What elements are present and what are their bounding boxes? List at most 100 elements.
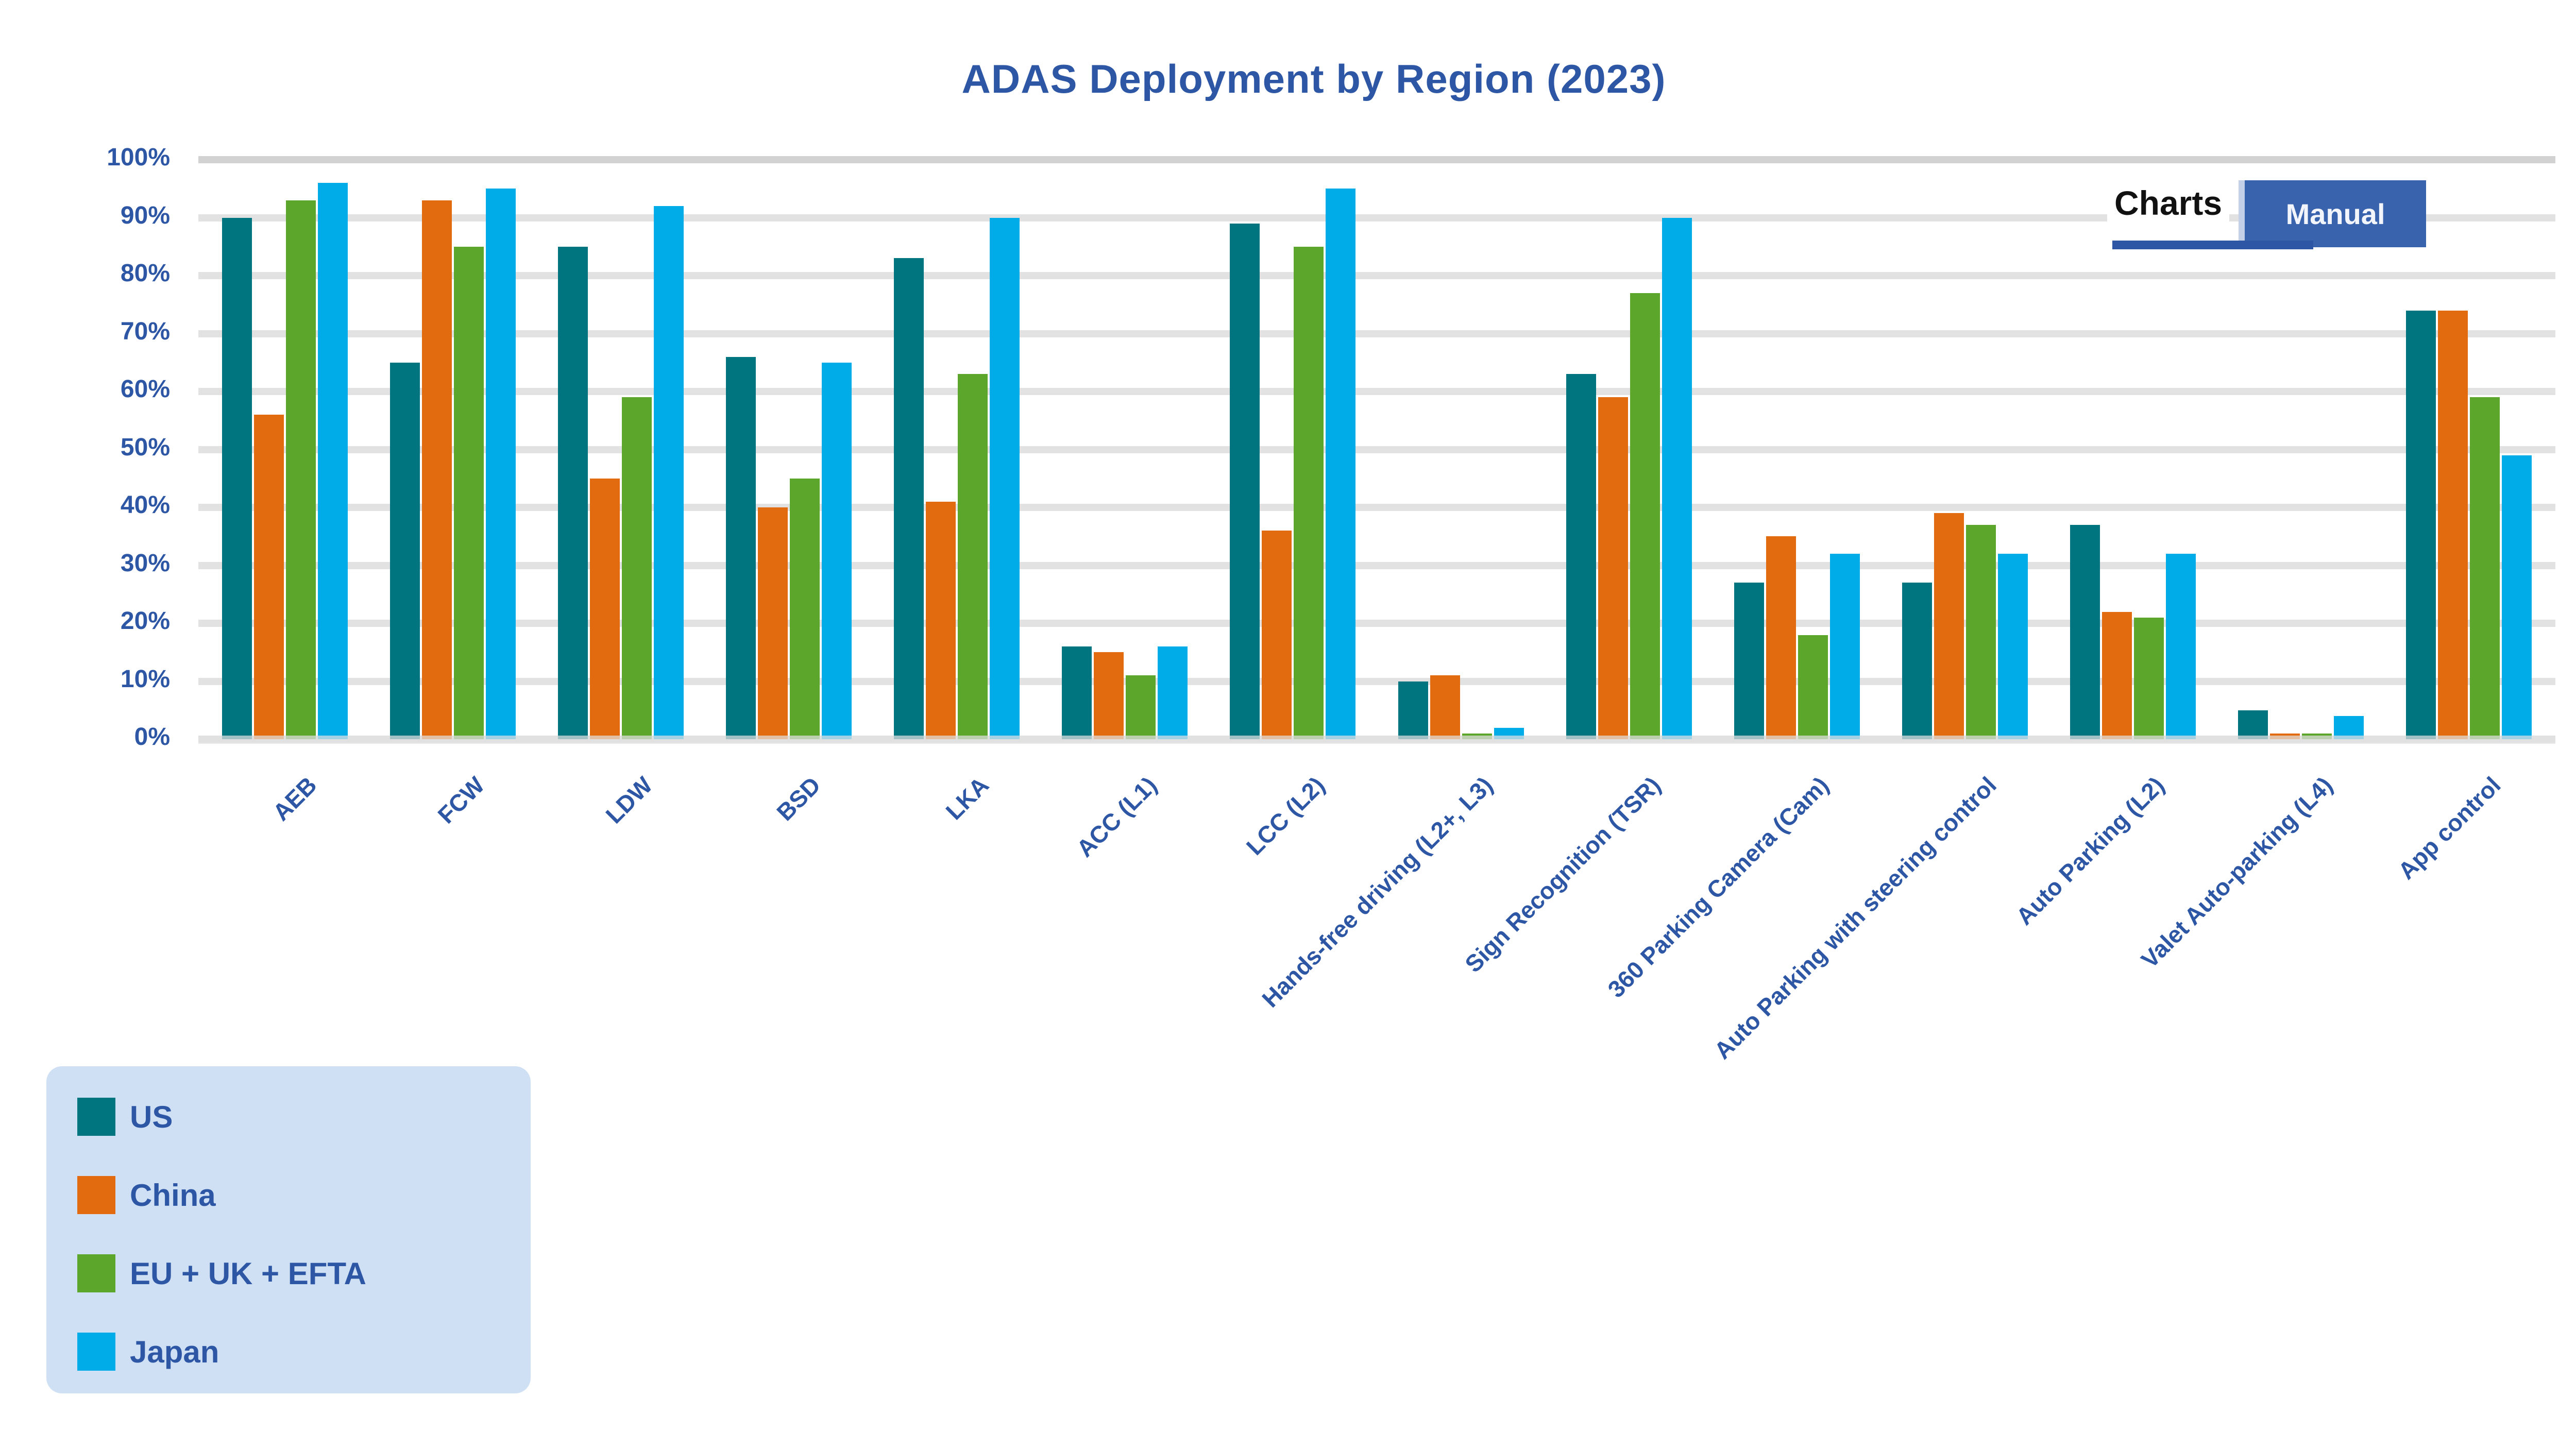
x-tick-label-13: Valet Auto-parking (L4) <box>2136 771 2338 974</box>
bar-japan-13[interactable] <box>2333 716 2364 739</box>
bar-japan-12[interactable] <box>2165 554 2196 739</box>
bar-us-3[interactable] <box>558 246 588 739</box>
bar-china-12[interactable] <box>2102 611 2132 739</box>
bar-us-12[interactable] <box>2070 524 2100 739</box>
y-tick-label-80: 80% <box>120 260 170 287</box>
bar-eu-uk-efta-5[interactable] <box>958 374 988 739</box>
bar-china-10[interactable] <box>1766 536 1796 739</box>
bar-eu-uk-efta-6[interactable] <box>1126 675 1156 739</box>
gridline-10 <box>198 677 2555 685</box>
bar-us-4[interactable] <box>726 356 756 739</box>
bar-china-6[interactable] <box>1094 652 1124 739</box>
bar-us-2[interactable] <box>390 362 420 739</box>
x-tick-label-3: LDW <box>600 771 658 829</box>
bar-us-13[interactable] <box>2238 710 2268 739</box>
x-tick-label-9: Sign Recognition (TSR) <box>1460 771 1666 978</box>
legend-swatch-icon <box>77 1176 115 1214</box>
y-tick-label-40: 40% <box>120 491 170 519</box>
y-tick-label-0: 0% <box>134 723 170 751</box>
bar-japan-10[interactable] <box>1829 554 1860 739</box>
legend-swatch-icon <box>77 1333 115 1371</box>
gridline-40 <box>198 504 2555 511</box>
legend-label: Japan <box>130 1334 219 1369</box>
x-tick-label-12: Auto Parking (L2) <box>2011 771 2170 930</box>
bar-eu-uk-efta-9[interactable] <box>1630 293 1660 739</box>
gridline-100 <box>198 156 2555 163</box>
gridline-90 <box>198 214 2555 221</box>
bar-japan-7[interactable] <box>1326 189 1356 739</box>
bar-us-6[interactable] <box>1062 646 1092 739</box>
active-tab-underline <box>2112 241 2313 249</box>
bar-china-9[interactable] <box>1598 397 1628 739</box>
bar-china-4[interactable] <box>758 507 788 739</box>
bar-us-14[interactable] <box>2405 310 2436 739</box>
bar-china-3[interactable] <box>590 478 620 739</box>
bar-eu-uk-efta-10[interactable] <box>1798 635 1828 739</box>
y-tick-label-100: 100% <box>107 144 170 171</box>
gridline-80 <box>198 272 2555 279</box>
bar-china-1[interactable] <box>254 415 284 739</box>
bar-us-5[interactable] <box>894 258 924 739</box>
bar-us-10[interactable] <box>1734 583 1764 739</box>
bar-us-8[interactable] <box>1398 681 1428 739</box>
legend-swatch-icon <box>77 1098 115 1136</box>
x-tick-label-6: ACC (L1) <box>1071 771 1162 862</box>
legend-label: China <box>130 1178 216 1213</box>
bar-japan-14[interactable] <box>2501 455 2532 739</box>
chart-title: ADAS Deployment by Region (2023) <box>961 56 1666 101</box>
chart-toolbar: Charts Manual <box>2107 180 2427 247</box>
gridline-30 <box>198 561 2555 569</box>
bar-eu-uk-efta-3[interactable] <box>622 397 652 739</box>
y-tick-label-50: 50% <box>120 433 170 461</box>
bar-japan-3[interactable] <box>654 206 684 739</box>
gridline-60 <box>198 388 2555 395</box>
x-tick-label-4: BSD <box>771 771 826 826</box>
y-tick-label-10: 10% <box>120 665 170 693</box>
bar-eu-uk-efta-11[interactable] <box>1965 524 1996 739</box>
x-tick-label-11: Auto Parking with steering control <box>1709 771 2002 1064</box>
baseline-gridline-overlay <box>198 736 2555 744</box>
gridline-50 <box>198 446 2555 453</box>
x-tick-label-1: AEB <box>267 771 322 826</box>
bar-china-8[interactable] <box>1430 675 1460 739</box>
bar-china-11[interactable] <box>1934 513 1964 739</box>
bar-china-5[interactable] <box>926 501 956 739</box>
legend-label: EU + UK + EFTA <box>130 1256 366 1291</box>
bar-japan-6[interactable] <box>1158 646 1188 739</box>
legend-item-eu-uk-efta[interactable]: EU + UK + EFTA <box>77 1253 366 1294</box>
legend-item-china[interactable]: China <box>77 1174 216 1216</box>
bar-japan-4[interactable] <box>822 362 852 739</box>
bar-china-7[interactable] <box>1262 531 1292 739</box>
bar-japan-11[interactable] <box>1997 554 2028 739</box>
bar-us-9[interactable] <box>1566 374 1596 739</box>
bar-us-7[interactable] <box>1230 223 1260 739</box>
y-tick-label-30: 30% <box>120 549 170 577</box>
legend-item-us[interactable]: US <box>77 1096 173 1137</box>
bar-japan-5[interactable] <box>990 217 1020 739</box>
bar-eu-uk-efta-7[interactable] <box>1294 246 1324 739</box>
legend-item-japan[interactable]: Japan <box>77 1331 219 1372</box>
legend-label: US <box>130 1099 173 1134</box>
bar-eu-uk-efta-4[interactable] <box>790 478 820 739</box>
bar-us-1[interactable] <box>222 217 252 739</box>
bar-eu-uk-efta-1[interactable] <box>286 200 316 739</box>
tab-charts[interactable]: Charts <box>2107 180 2230 223</box>
bar-eu-uk-efta-2[interactable] <box>454 246 484 739</box>
bar-eu-uk-efta-14[interactable] <box>2469 397 2500 739</box>
x-tick-label-5: LKA <box>940 771 994 825</box>
bar-eu-uk-efta-12[interactable] <box>2133 617 2164 739</box>
manual-button[interactable]: Manual <box>2239 180 2427 247</box>
y-tick-label-90: 90% <box>120 201 170 229</box>
bar-us-11[interactable] <box>1902 583 1932 739</box>
bar-japan-2[interactable] <box>486 189 516 739</box>
legend-swatch-icon <box>77 1254 115 1292</box>
y-tick-label-70: 70% <box>120 317 170 345</box>
bar-japan-1[interactable] <box>318 183 348 739</box>
x-tick-label-7: LCC (L2) <box>1241 771 1330 860</box>
y-tick-label-20: 20% <box>120 607 170 635</box>
bar-japan-9[interactable] <box>1662 217 1692 739</box>
bar-china-2[interactable] <box>422 200 452 739</box>
y-tick-label-60: 60% <box>120 376 170 403</box>
bar-china-14[interactable] <box>2437 310 2468 739</box>
